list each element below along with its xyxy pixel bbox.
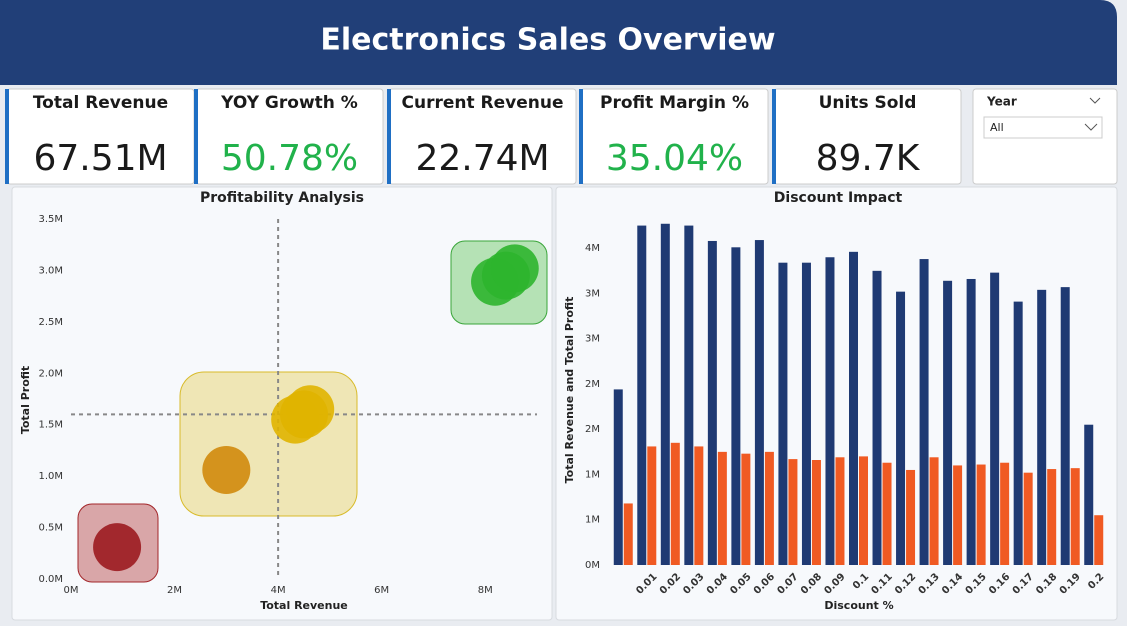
y-tick-label: 3M	[585, 334, 600, 345]
bar	[976, 464, 986, 565]
kpi-value: 89.7K	[816, 138, 921, 179]
bar	[801, 262, 811, 565]
bar	[660, 223, 670, 565]
y-tick-label: 4M	[585, 243, 600, 254]
bar	[966, 278, 976, 565]
bar	[1060, 287, 1070, 565]
bar	[859, 456, 868, 565]
bar	[882, 462, 892, 565]
bar	[990, 272, 1000, 565]
y-tick-label: 3.0M	[38, 265, 63, 276]
bar	[906, 469, 916, 565]
y-tick-label: 1.0M	[38, 471, 63, 482]
point	[202, 445, 251, 494]
bar	[623, 503, 633, 565]
bar	[811, 460, 821, 565]
slicer-chevron	[1089, 97, 1101, 104]
x-axis-title: Discount %	[824, 599, 893, 612]
cluster-region	[179, 371, 358, 517]
bar	[778, 262, 788, 565]
bar	[670, 442, 680, 565]
y-tick-label: 1M	[585, 515, 600, 526]
bar	[1070, 468, 1080, 565]
dropdown-chevron	[1084, 123, 1098, 131]
bar	[849, 251, 858, 566]
slicer-value: All	[990, 121, 1004, 134]
header-band	[0, 0, 1117, 85]
bar	[929, 457, 939, 565]
kpi-label: Current Revenue	[402, 93, 564, 113]
y-tick-label: 0M	[585, 560, 600, 571]
kpi-label: Profit Margin %	[600, 93, 749, 113]
bar	[754, 240, 764, 566]
kpi-value: 22.74M	[415, 138, 549, 179]
bar	[613, 389, 623, 565]
x-tick-label: 4M	[271, 585, 286, 596]
kpi-value: 67.51M	[33, 138, 167, 179]
y-axis-title: Total Profit	[19, 366, 32, 434]
y-tick-label: 3.5M	[38, 214, 63, 225]
bar	[953, 465, 963, 565]
bar	[764, 451, 774, 565]
x-tick-label: 6M	[374, 585, 389, 596]
bar	[1000, 462, 1010, 565]
chart-title: Profitability Analysis	[200, 190, 364, 206]
chart-title: Discount Impact	[774, 190, 903, 206]
bar	[637, 225, 647, 566]
y-axis-title: Total Revenue and Total Profit	[563, 297, 576, 484]
bar	[788, 459, 798, 565]
bar	[872, 270, 882, 565]
kpi-value: 50.78%	[221, 138, 358, 179]
bar	[1084, 424, 1094, 565]
bar	[1094, 515, 1104, 565]
point	[286, 385, 335, 434]
y-tick-label: 0.0M	[38, 574, 63, 585]
bar	[835, 457, 845, 565]
bar	[1047, 469, 1057, 565]
bar	[1023, 472, 1033, 565]
header-title: Electronics Sales Overview	[320, 23, 775, 58]
kpi-label: Total Revenue	[33, 93, 168, 113]
slicer-dropdown[interactable]	[983, 116, 1103, 139]
point	[93, 523, 142, 572]
bar	[647, 446, 657, 565]
kpi-accent	[387, 89, 391, 184]
kpi-label: YOY Growth %	[220, 93, 358, 113]
bar	[919, 259, 929, 565]
slicer-label: Year	[986, 95, 1017, 109]
kpi-accent	[194, 89, 198, 184]
bar	[731, 247, 741, 566]
y-tick-label: 2.5M	[38, 317, 63, 328]
bar	[1037, 289, 1047, 565]
y-tick-label: 0.5M	[38, 523, 63, 534]
bar	[1013, 301, 1023, 565]
point	[490, 244, 539, 293]
bar	[694, 446, 704, 565]
kpi-accent	[579, 89, 583, 184]
x-axis-title: Total Revenue	[260, 599, 348, 612]
y-tick-label: 2M	[585, 424, 600, 435]
x-tick-label: 8M	[478, 585, 493, 596]
bar	[717, 451, 727, 565]
y-tick-label: 2.0M	[38, 368, 63, 379]
y-tick-label: 3M	[585, 288, 600, 299]
y-tick-label: 1.5M	[38, 420, 63, 431]
bar	[684, 225, 694, 566]
kpi-value: 35.04%	[606, 138, 743, 179]
kpi-accent	[772, 89, 776, 184]
bar	[825, 257, 835, 565]
x-tick-label: 0M	[64, 585, 79, 596]
bar	[943, 280, 953, 565]
bar	[741, 453, 751, 565]
kpi-accent	[5, 89, 9, 184]
y-tick-label: 2M	[585, 379, 600, 390]
y-tick-label: 1M	[585, 469, 600, 480]
bar	[896, 291, 906, 565]
x-tick-label: 2M	[167, 585, 182, 596]
slicer[interactable]: Year All	[972, 88, 1118, 185]
kpi-label: Units Sold	[819, 93, 917, 113]
bar	[707, 240, 717, 565]
